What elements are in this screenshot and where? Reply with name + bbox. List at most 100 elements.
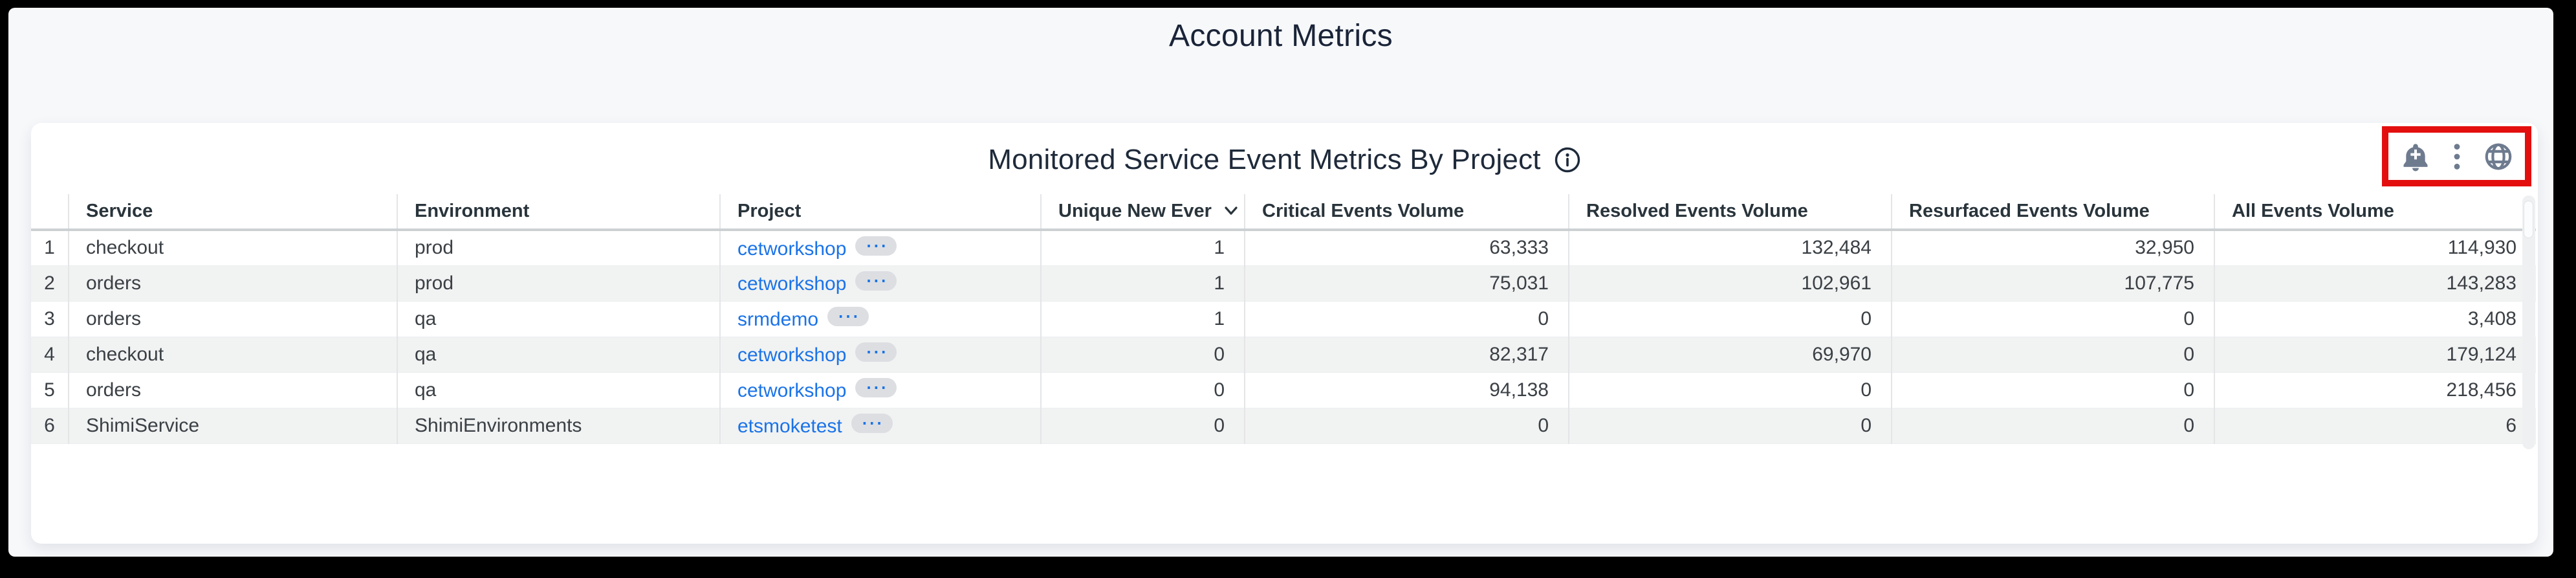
cell-num: 6 (31, 408, 69, 444)
cell-resolved: 0 (1568, 372, 1892, 408)
cell-num: 3 (31, 301, 69, 337)
table-row: 4 checkout qa cetworkshop ⋯ 0 82,317 69,970 0 179… (31, 337, 2536, 373)
cell-resolved: 0 (1568, 408, 1892, 444)
cell-unique_new: 1 (1040, 301, 1245, 337)
cell-resolved: 69,970 (1568, 337, 1892, 373)
cell-project: srmdemo ⋯ (719, 301, 1041, 337)
project-overflow-badge[interactable]: ⋯ (855, 270, 897, 292)
column-header-label: Resolved Events Volume (1586, 201, 1808, 221)
column-header-service[interactable]: Service (68, 194, 397, 231)
cell-critical: 94,138 (1244, 372, 1569, 408)
add-alert-bell-icon[interactable] (2401, 142, 2430, 172)
table-row: 5 orders qa cetworkshop ⋯ 0 94,138 0 0 218,456 (31, 372, 2536, 408)
project-link[interactable]: cetworkshop (737, 238, 847, 260)
cell-num: 2 (31, 265, 69, 302)
table-row: 1 checkout prod cetworkshop ⋯ 1 63,333 132,484 3… (31, 230, 2536, 266)
cell-critical: 0 (1244, 408, 1569, 444)
metrics-table: Service Environment Project Unique New Ever… (31, 194, 2536, 444)
panel-title: Monitored Service Event Metrics By Proje… (988, 144, 1541, 175)
cell-unique_new: 1 (1040, 230, 1245, 266)
column-header-label: Service (86, 201, 153, 221)
globe-icon[interactable] (2483, 142, 2513, 172)
cell-num: 5 (31, 372, 69, 408)
cell-all: 6 (2214, 408, 2536, 444)
cell-service: orders (68, 301, 397, 337)
cell-resurfaced: 0 (1891, 337, 2214, 373)
cell-project: cetworkshop ⋯ (719, 372, 1041, 408)
project-overflow-badge[interactable]: ⋯ (851, 412, 893, 434)
cell-unique_new: 0 (1040, 408, 1245, 444)
column-header-num (31, 194, 69, 231)
cell-critical: 63,333 (1244, 230, 1569, 266)
column-header-resolved[interactable]: Resolved Events Volume (1568, 194, 1892, 231)
table-row: 3 orders qa srmdemo ⋯ 1 0 0 0 3,408 (31, 301, 2536, 337)
cell-service: ShimiService (68, 408, 397, 444)
cell-service: orders (68, 265, 397, 302)
page-title: Account Metrics (1169, 19, 1393, 53)
cell-environment: prod (397, 265, 720, 302)
cell-project: etsmoketest ⋯ (719, 408, 1041, 444)
cell-unique_new: 0 (1040, 372, 1245, 408)
cell-resolved: 0 (1568, 301, 1892, 337)
cell-project: cetworkshop ⋯ (719, 337, 1041, 373)
column-header-critical[interactable]: Critical Events Volume (1244, 194, 1569, 231)
cell-all: 218,456 (2214, 372, 2536, 408)
metrics-panel: Monitored Service Event Metrics By Proje… (31, 123, 2538, 544)
column-header-all[interactable]: All Events Volume (2214, 194, 2536, 231)
column-header-label: Critical Events Volume (1262, 201, 1465, 221)
project-link[interactable]: srmdemo (737, 309, 819, 330)
info-icon[interactable] (1554, 146, 1581, 173)
cell-unique_new: 1 (1040, 265, 1245, 302)
project-link[interactable]: cetworkshop (737, 380, 847, 401)
project-link[interactable]: cetworkshop (737, 344, 847, 366)
column-header-label: Unique New Ever (1058, 201, 1212, 221)
cell-environment: qa (397, 301, 720, 337)
column-header-project[interactable]: Project (719, 194, 1041, 231)
column-header-label: All Events Volume (2232, 201, 2394, 221)
cell-environment: qa (397, 372, 720, 408)
column-header-resurfaced[interactable]: Resurfaced Events Volume (1891, 194, 2214, 231)
cell-resurfaced: 107,775 (1891, 265, 2214, 302)
table-scrollbar[interactable] (2522, 195, 2535, 449)
cell-resolved: 102,961 (1568, 265, 1892, 302)
dashboard-page: Account Metrics Monitored Service Event … (8, 8, 2553, 557)
column-header-environment[interactable]: Environment (397, 194, 720, 231)
cell-environment: prod (397, 230, 720, 266)
column-header-label: Resurfaced Events Volume (1909, 201, 2150, 221)
cell-all: 179,124 (2214, 337, 2536, 373)
kebab-menu-icon[interactable] (2452, 142, 2461, 172)
cell-environment: qa (397, 337, 720, 373)
cell-num: 4 (31, 337, 69, 373)
column-header-label: Project (737, 201, 802, 221)
table-header: Service Environment Project Unique New Ever… (31, 194, 2536, 231)
cell-critical: 75,031 (1244, 265, 1569, 302)
cell-critical: 0 (1244, 301, 1569, 337)
column-header-unique_new[interactable]: Unique New Ever (1040, 194, 1245, 231)
cell-project: cetworkshop ⋯ (719, 230, 1041, 266)
cell-service: checkout (68, 337, 397, 373)
cell-service: checkout (68, 230, 397, 266)
project-overflow-badge[interactable]: ⋯ (855, 341, 897, 363)
cell-project: cetworkshop ⋯ (719, 265, 1041, 302)
cell-resurfaced: 0 (1891, 372, 2214, 408)
cell-num: 1 (31, 230, 69, 266)
cell-resurfaced: 0 (1891, 408, 2214, 444)
scrollbar-thumb[interactable] (2524, 201, 2533, 238)
cell-resolved: 132,484 (1568, 230, 1892, 266)
project-overflow-badge[interactable]: ⋯ (855, 377, 897, 399)
cell-unique_new: 0 (1040, 337, 1245, 373)
project-link[interactable]: cetworkshop (737, 273, 847, 295)
column-header-label: Environment (415, 201, 530, 221)
project-overflow-badge[interactable]: ⋯ (827, 306, 869, 328)
table-body: 1 checkout prod cetworkshop ⋯ 1 63,333 132,484 3… (31, 230, 2536, 444)
cell-environment: ShimiEnvironments (397, 408, 720, 444)
project-overflow-badge[interactable]: ⋯ (855, 235, 897, 257)
cell-all: 114,930 (2214, 230, 2536, 266)
cell-resurfaced: 32,950 (1891, 230, 2214, 266)
cell-service: orders (68, 372, 397, 408)
sort-caret-icon (1225, 206, 1238, 215)
table-row: 6 ShimiService ShimiEnvironments etsmoketes… (31, 408, 2536, 444)
project-link[interactable]: etsmoketest (737, 416, 842, 437)
cell-all: 143,283 (2214, 265, 2536, 302)
